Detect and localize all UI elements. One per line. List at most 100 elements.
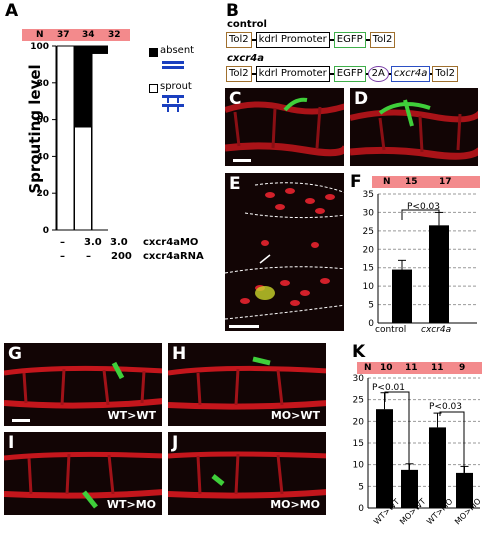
- construct-control-label: control: [227, 19, 267, 30]
- n-value-f-1: 15: [405, 177, 418, 187]
- legend-label-absent: absent: [160, 45, 195, 56]
- t2a-oval: 2A: [367, 66, 389, 82]
- row1-col3: 3.0: [110, 237, 128, 248]
- y-tick-label-f: 0: [368, 319, 374, 329]
- y-tick-label-k: 20: [353, 417, 365, 427]
- sig-label-k-2: P<0.03: [429, 402, 463, 412]
- y-tick-label-f: 10: [363, 282, 375, 292]
- n-value-a-2: 34: [82, 30, 95, 40]
- y-tick-label-k: 5: [358, 482, 364, 492]
- panel-label-k: K: [352, 342, 366, 362]
- y-tick-label-k: 30: [353, 374, 365, 384]
- blue-vessel-icon: [162, 61, 184, 64]
- caption-h: MO>WT: [270, 409, 320, 422]
- row2-col3: 200: [111, 251, 132, 262]
- x-label-f-cxcr4a: cxcr4a: [421, 325, 452, 335]
- kdrl-promoter-box: kdrl Promoter: [255, 32, 330, 48]
- tol2-box: Tol2: [432, 66, 459, 82]
- y-tick-label-a: 80: [36, 79, 49, 89]
- y-tick-label-f: 35: [363, 190, 374, 200]
- y-tick-label-k: 15: [353, 439, 364, 449]
- y-tick-label-f: 15: [363, 264, 374, 274]
- caption-g: WT>WT: [107, 409, 157, 422]
- n-label-f: N: [383, 177, 391, 187]
- bar-sprout: [74, 126, 92, 231]
- n-value-f-2: 17: [439, 177, 452, 187]
- sig-label-f: P<0.03: [407, 202, 441, 212]
- y-tick-label-k: 25: [353, 396, 364, 406]
- sample-size-bar-k: [357, 362, 482, 374]
- kdrl-promoter-box: kdrl Promoter: [255, 66, 330, 82]
- tol2-box: Tol2: [226, 32, 252, 48]
- row1-col2: 3.0: [84, 237, 102, 248]
- row1-col1: –: [60, 237, 65, 248]
- n-value-a-1: 37: [57, 30, 70, 40]
- micrograph-e: E: [224, 172, 345, 332]
- n-value-k-4: 9: [459, 363, 466, 373]
- tol2-box: Tol2: [226, 66, 252, 82]
- panel-label-a: A: [5, 1, 19, 21]
- bar-sprout: [91, 52, 108, 231]
- x-label-f-control: control: [375, 325, 407, 335]
- bar-k: [376, 409, 393, 508]
- bar-k: [401, 469, 418, 508]
- egfp-box: EGFP: [333, 66, 366, 82]
- row2-col1: –: [60, 251, 65, 262]
- n-label-a: N: [36, 30, 44, 40]
- micrograph-i: I WT>MO: [3, 431, 163, 516]
- chart-a-bars: [56, 45, 108, 231]
- n-value-k-3: 11: [431, 363, 444, 373]
- tol2-box: Tol2: [369, 32, 396, 48]
- y-tick-label-a: 100: [30, 42, 49, 52]
- legend-swatch-sprout: [149, 84, 158, 93]
- y-tick-label-a: 60: [36, 116, 49, 126]
- y-tick-label-f: 30: [363, 208, 375, 218]
- y-tick-label-a: 40: [36, 152, 49, 162]
- y-tick-label-k: 0: [358, 504, 364, 514]
- egfp-box: EGFP: [333, 32, 366, 48]
- y-tick-label-a: 20: [36, 189, 49, 199]
- bar-absent: [91, 45, 108, 54]
- n-value-a-3: 32: [108, 30, 121, 40]
- y-tick-label-f: 20: [363, 245, 375, 255]
- construct-cxcr4a-label: cxcr4a: [227, 53, 264, 64]
- sample-size-bar-f: [372, 176, 480, 188]
- caption-j: MO>MO: [270, 498, 320, 511]
- panel-label-g: G: [8, 344, 22, 364]
- panel-label-e: E: [229, 174, 241, 194]
- bar-f: [429, 225, 449, 323]
- y-tick-label-a: 0: [43, 226, 49, 236]
- row2-col2: –: [86, 251, 91, 262]
- panel-label-b: B: [226, 1, 239, 21]
- y-tick-label-k: 10: [353, 461, 365, 471]
- panel-label-c: C: [229, 89, 242, 109]
- caption-i: WT>MO: [106, 498, 156, 511]
- panel-label-d: D: [354, 89, 369, 109]
- micrograph-j: J MO>MO: [167, 431, 327, 516]
- sig-label-k-1: P<0.01: [372, 383, 406, 393]
- bar-f: [392, 269, 412, 323]
- n-value-k-1: 10: [380, 363, 393, 373]
- construct-cxcr4a: Tol2 kdrl Promoter EGFP 2A cxcr4a Tol2: [226, 65, 459, 83]
- construct-control: Tol2 kdrl Promoter EGFP Tol2: [226, 31, 396, 49]
- micrograph-h: H MO>WT: [167, 342, 327, 427]
- cxcr4a-box: cxcr4a: [390, 66, 431, 82]
- micrograph-c: C: [224, 87, 345, 167]
- chart-k: 0 5 10 15 20 25 30: [353, 374, 480, 514]
- blue-sprout-icon: [162, 95, 184, 112]
- panel-label-j: J: [172, 433, 179, 453]
- micrograph-d: D: [349, 87, 479, 167]
- bar-sprout: [56, 45, 75, 231]
- legend-swatch-absent: [149, 48, 158, 57]
- blue-vessel-icon: [162, 66, 184, 69]
- bar-k: [456, 472, 473, 508]
- panel-label-h: H: [172, 344, 187, 364]
- panel-label-f: F: [350, 172, 362, 192]
- legend-label-sprout: sprout: [160, 81, 192, 92]
- n-label-k: N: [364, 363, 372, 373]
- sample-size-bar-a: [22, 29, 130, 41]
- n-value-k-2: 11: [405, 363, 418, 373]
- row1-label: cxcr4aMO: [143, 237, 199, 248]
- y-tick-label-f: 5: [368, 301, 374, 311]
- y-tick-label-f: 25: [363, 227, 374, 237]
